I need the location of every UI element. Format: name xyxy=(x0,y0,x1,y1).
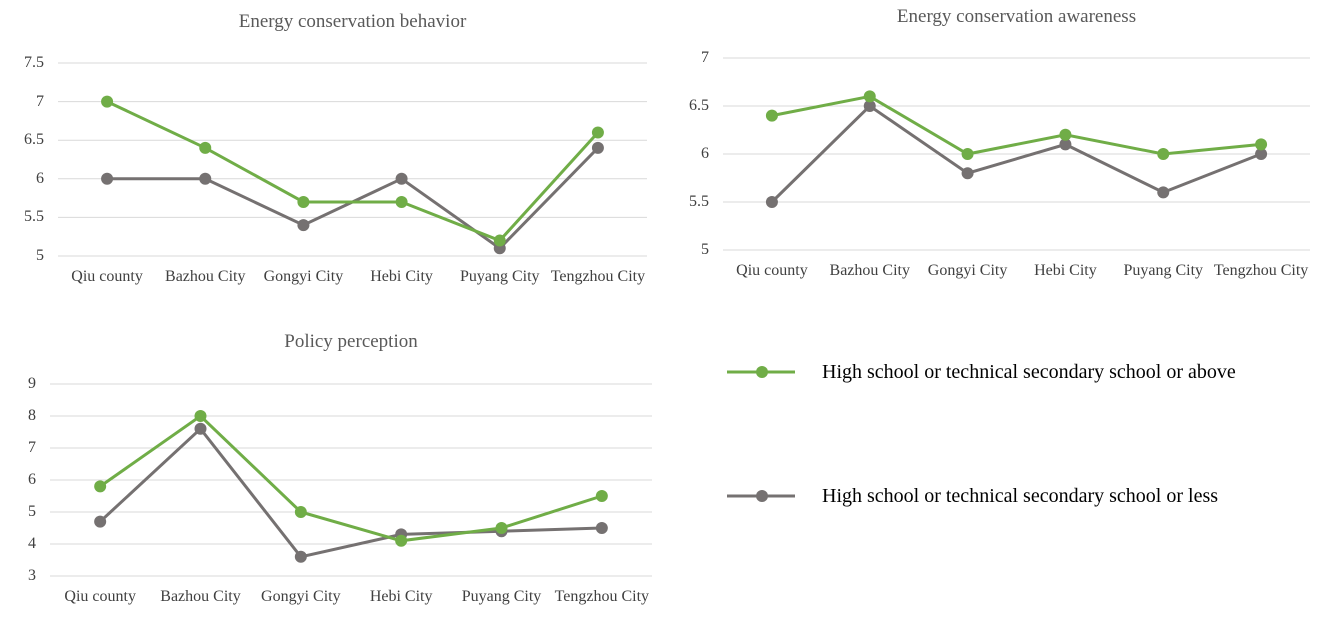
point xyxy=(591,126,604,139)
point xyxy=(297,219,310,232)
point xyxy=(961,148,974,160)
point xyxy=(863,100,876,112)
x-tick-label: Qiu county xyxy=(64,588,136,605)
x-tick-label: Tengzhou City xyxy=(554,588,650,605)
point xyxy=(1157,186,1170,199)
series-line xyxy=(99,426,602,559)
x-tick-label: Bazhou City xyxy=(160,588,241,605)
x-tick-label: Bazhou City xyxy=(829,262,910,279)
x-tick-label: Puyang City xyxy=(459,268,540,285)
y-tick-label: 6 xyxy=(28,471,36,488)
x-tick-label: Tengzhou City xyxy=(550,268,646,285)
point xyxy=(199,141,212,154)
point xyxy=(194,422,207,435)
point xyxy=(395,172,408,185)
y-tick-label: 8 xyxy=(28,407,36,424)
y-tick-label: 7 xyxy=(701,49,709,66)
y-tick-label: 5 xyxy=(701,241,709,258)
point xyxy=(1255,148,1268,160)
point xyxy=(493,234,506,247)
point xyxy=(395,195,408,208)
series-line xyxy=(770,104,1262,204)
x-tick-label: Tengzhou City xyxy=(1213,262,1309,279)
y-tick-label: 7.5 xyxy=(24,54,44,71)
x-tick-label: Gongyi City xyxy=(261,588,341,605)
point xyxy=(395,534,408,547)
x-tick-label: Hebi City xyxy=(369,588,433,605)
x-tick-label: Bazhou City xyxy=(165,268,246,285)
chart-title: Energy conservation behavior xyxy=(238,11,467,32)
x-tick-label: Gongyi City xyxy=(927,262,1008,279)
point xyxy=(595,522,608,534)
point xyxy=(961,167,974,180)
chart-title: Energy conservation awareness xyxy=(896,6,1137,27)
point xyxy=(297,195,310,208)
y-tick-label: 3 xyxy=(28,567,36,584)
series-line xyxy=(99,414,603,543)
series-line xyxy=(771,94,1262,156)
y-tick-label: 7 xyxy=(36,92,44,110)
point xyxy=(101,172,114,185)
x-tick-label: Qiu county xyxy=(71,268,143,285)
point xyxy=(1059,128,1072,141)
point xyxy=(101,95,114,108)
y-tick-label: 9 xyxy=(28,375,36,392)
point xyxy=(94,515,107,528)
y-tick-label: 5 xyxy=(36,247,44,264)
point xyxy=(94,480,107,493)
point xyxy=(765,109,778,122)
legend-label: High school or technical secondary schoo… xyxy=(822,485,1219,507)
x-tick-label: Puyang City xyxy=(1123,262,1204,279)
y-tick-label: 5.5 xyxy=(24,208,44,226)
y-tick-label: 4 xyxy=(28,535,36,552)
chart-title: Policy perception xyxy=(284,331,418,352)
y-tick-label: 6.5 xyxy=(24,131,44,149)
legend-label: High school or technical secondary schoo… xyxy=(822,361,1236,383)
point xyxy=(294,550,307,563)
x-tick-label: Hebi City xyxy=(370,268,433,285)
x-tick-label: Qiu county xyxy=(736,262,808,279)
point xyxy=(294,506,307,518)
y-tick-label: 6 xyxy=(701,145,709,162)
point xyxy=(591,141,604,154)
x-tick-label: Hebi City xyxy=(1034,262,1097,279)
point xyxy=(595,490,608,502)
y-tick-label: 7 xyxy=(28,439,36,456)
series-line xyxy=(107,146,599,251)
point xyxy=(863,90,876,103)
point xyxy=(765,196,778,208)
x-tick-label: Gongyi City xyxy=(263,268,344,285)
y-tick-label: 6.5 xyxy=(689,97,709,114)
y-tick-label: 6 xyxy=(36,169,44,187)
point xyxy=(1059,138,1072,151)
legend-marker xyxy=(756,366,768,378)
point xyxy=(1157,148,1170,160)
point xyxy=(495,522,508,534)
y-tick-label: 5 xyxy=(28,503,36,520)
point xyxy=(194,410,207,422)
series-line xyxy=(106,100,600,243)
y-tick-label: 5.5 xyxy=(689,193,709,210)
point xyxy=(199,172,212,185)
legend-marker xyxy=(756,490,768,502)
point xyxy=(1255,138,1268,151)
x-tick-label: Puyang City xyxy=(461,588,542,605)
